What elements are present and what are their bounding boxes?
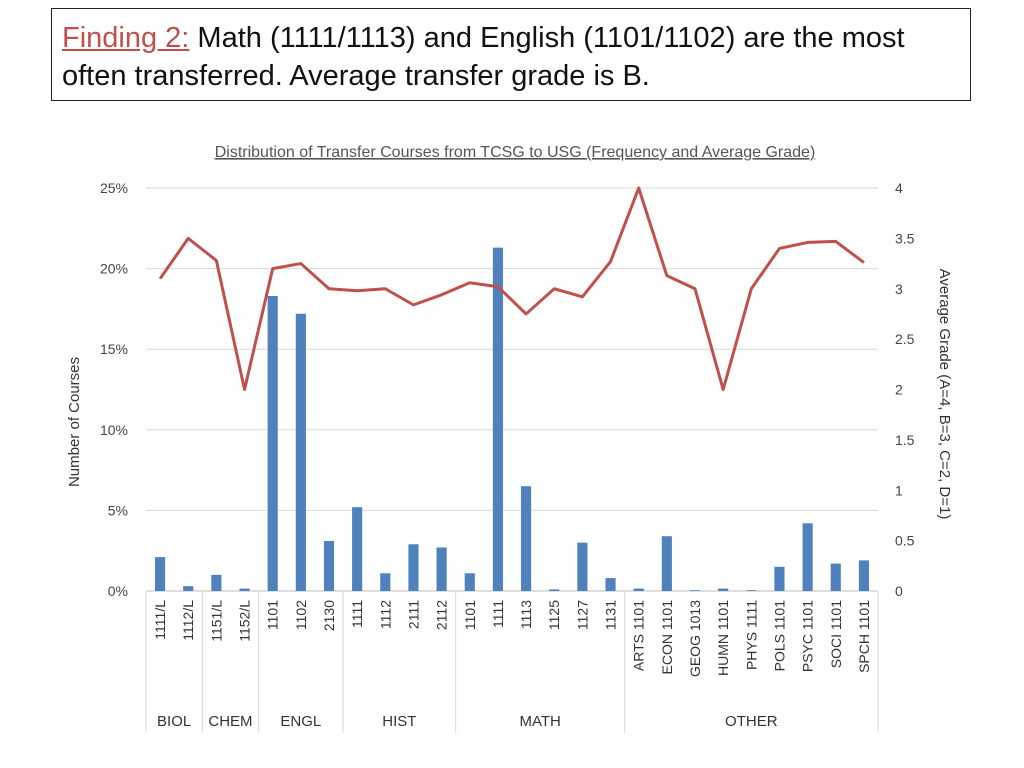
bar [746, 590, 757, 591]
group-label: ENGL [280, 713, 321, 730]
group-label: OTHER [725, 713, 778, 730]
y-tick-label: 10% [100, 422, 128, 438]
category-label: 1111/L [152, 600, 168, 640]
y-tick-label: 0% [108, 583, 128, 599]
bar [521, 486, 532, 591]
y2-tick-label: 3.5 [895, 230, 915, 246]
y2-tick-label: 4 [895, 180, 903, 196]
group-label: BIOL [157, 713, 191, 730]
category-label: 1152/L [237, 600, 253, 642]
y2-tick-label: 1.5 [895, 432, 915, 448]
grade-line [158, 186, 865, 391]
bar [183, 586, 194, 591]
category-label: GEOG 1013 [687, 600, 703, 677]
category-label: 1101 [462, 600, 478, 630]
category-label: 1113 [518, 600, 534, 629]
line-series [158, 186, 865, 391]
category-label: ECON 1101 [659, 600, 675, 675]
bar [661, 536, 672, 591]
bar [408, 544, 419, 591]
category-label: 1111 [349, 600, 365, 628]
category-label: SPCH 1101 [856, 600, 872, 673]
bar [802, 523, 813, 591]
slide-title: Finding 2: Math (1111/1113) and English … [51, 8, 971, 101]
category-label: 1112/L [180, 600, 196, 641]
y2-tick-label: 3 [895, 281, 903, 297]
bar [718, 588, 729, 591]
y-axis-right: 0 0.5 1 1.5 2 2.5 3 3.5 4 [895, 180, 915, 599]
group-label: CHEM [208, 713, 252, 730]
bar [436, 547, 447, 591]
bar-series [155, 247, 869, 592]
bar [239, 588, 250, 591]
category-label: 1131 [603, 600, 619, 630]
gridlines [146, 187, 878, 592]
category-label: SOCI 1101 [828, 600, 844, 668]
bar [689, 590, 701, 591]
bar [211, 574, 222, 591]
bar [830, 563, 841, 591]
finding-text: Math (1111/1113) and English (1101/1102)… [62, 22, 905, 92]
bar [577, 542, 588, 591]
chart-title: Distribution of Transfer Courses from TC… [215, 144, 816, 161]
category-label: 1125 [546, 600, 562, 630]
bar [605, 578, 616, 591]
category-label: 2111 [405, 600, 421, 629]
y2-tick-label: 1 [895, 482, 903, 498]
y2-tick-label: 0 [895, 583, 903, 599]
y2-axis-title: Average Grade (A=4, B=3, C=2, D=1) [936, 269, 953, 520]
category-label: 1112 [377, 600, 393, 629]
bar [380, 573, 391, 591]
bar [295, 313, 306, 591]
y-tick-label: 20% [100, 261, 128, 277]
bar [464, 573, 475, 591]
category-label: POLS 1101 [771, 600, 787, 672]
bar [492, 247, 503, 592]
category-label: 1101 [265, 600, 281, 630]
group-label: MATH [519, 713, 560, 730]
y-axis-left: 0% 5% 10% 15% 20% 25% [100, 180, 128, 599]
y-axis-title: Number of Courses [66, 357, 83, 487]
category-label: PSYC 1101 [800, 600, 816, 672]
y-tick-label: 5% [108, 502, 128, 518]
category-label: ARTS 1101 [631, 600, 647, 671]
bar [633, 588, 644, 591]
category-label: 2130 [321, 600, 337, 631]
y2-tick-label: 0.5 [895, 533, 915, 549]
category-label: 2112 [434, 600, 450, 630]
x-axis-categories: 1111/L 1112/L 1151/L 1152/L 1101 1102 2130 1111… [152, 600, 872, 677]
bar [774, 566, 785, 591]
bar [858, 560, 869, 591]
bar [549, 589, 560, 591]
category-label: 1111 [490, 600, 506, 628]
y2-tick-label: 2.5 [895, 331, 915, 347]
x-axis-groups: BIOL CHEM ENGL HIST MATH OTHER [145, 591, 879, 733]
bar [155, 557, 166, 591]
bar [267, 296, 278, 591]
category-label: 1127 [574, 600, 590, 630]
y-tick-label: 15% [100, 341, 128, 357]
finding-label: Finding 2: [62, 22, 190, 54]
category-label: PHYS 1111 [743, 600, 759, 670]
bar [323, 541, 335, 591]
category-label: HUMN 1101 [715, 600, 731, 676]
y2-tick-label: 2 [895, 382, 903, 398]
y-tick-label: 25% [100, 180, 128, 196]
bar [352, 507, 363, 591]
category-label: 1151/L [208, 600, 224, 642]
category-label: 1102 [293, 600, 309, 630]
group-label: HIST [382, 713, 416, 730]
